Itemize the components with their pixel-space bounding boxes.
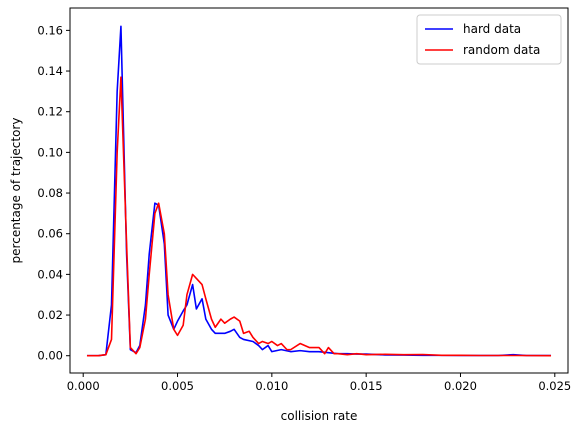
legend: hard data random data — [416, 14, 562, 65]
y-tick-label: 0.08 — [37, 186, 63, 200]
y-tick-label: 0.04 — [37, 267, 63, 281]
plot-frame — [69, 7, 569, 374]
y-tick-label: 0.14 — [37, 64, 63, 78]
x-tick-label: 0.010 — [255, 379, 288, 393]
legend-label-random-data: random data — [463, 43, 540, 57]
y-tick-label: 0.00 — [37, 349, 63, 363]
legend-box — [416, 14, 562, 65]
y-tick-label: 0.02 — [37, 308, 63, 322]
y-tick-label: 0.16 — [37, 23, 63, 37]
x-tick-label: 0.000 — [67, 379, 100, 393]
x-tick-label: 0.020 — [444, 379, 477, 393]
series-line-hard-data — [86, 25, 552, 357]
legend-label-hard-data: hard data — [463, 22, 521, 36]
y-axis-label: percentage of trajectory — [9, 118, 23, 264]
y-tick-label: 0.06 — [37, 227, 63, 241]
y-tick-label: 0.12 — [37, 105, 63, 119]
x-tick-label: 0.005 — [161, 379, 194, 393]
series-layer — [86, 25, 552, 357]
ticks-layer: 0.000 0.005 0.010 0.015 0.020 0.025 0.00 0.02 0.… — [37, 23, 571, 393]
x-tick-label: 0.025 — [538, 379, 571, 393]
series-line-random-data — [86, 76, 552, 357]
y-tick-label: 0.10 — [37, 145, 63, 159]
x-tick-label: 0.015 — [350, 379, 383, 393]
x-axis-label: collision rate — [281, 409, 358, 423]
